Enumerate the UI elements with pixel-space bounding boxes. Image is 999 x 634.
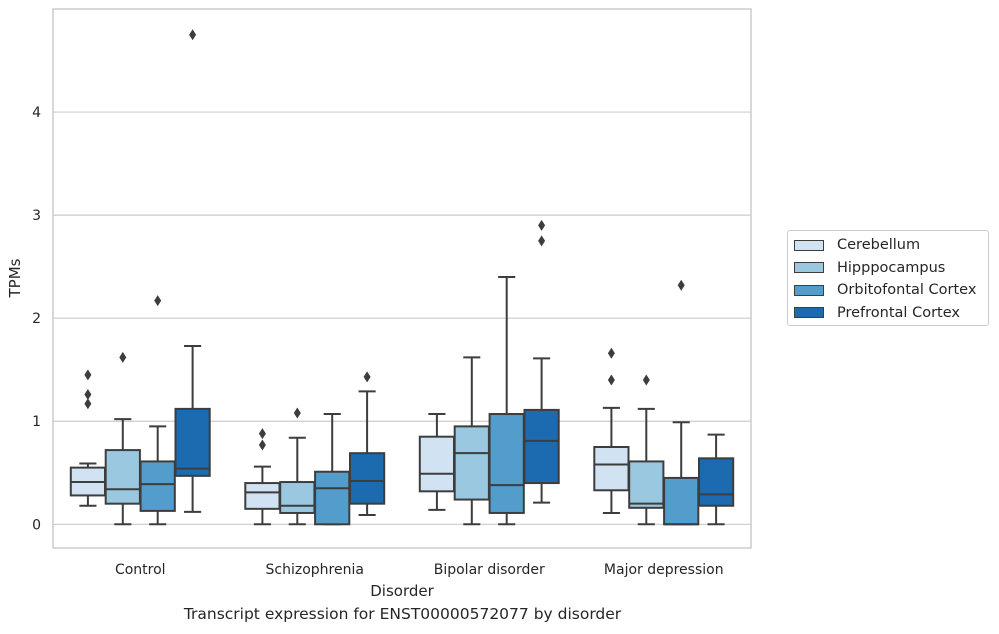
box-1-3 bbox=[348, 371, 386, 517]
legend-label: Prefrontal Cortex bbox=[837, 304, 960, 321]
box-2-3 bbox=[523, 219, 560, 504]
x-tick-label: Control bbox=[115, 562, 166, 578]
legend-swatch bbox=[794, 284, 824, 296]
outlier-point bbox=[293, 407, 301, 419]
plot-frame bbox=[52, 8, 752, 549]
outlier-point bbox=[84, 369, 92, 381]
box-1-2 bbox=[314, 413, 351, 526]
box-1-1 bbox=[279, 407, 316, 526]
box-3-2 bbox=[663, 279, 700, 526]
box-3-3 bbox=[697, 433, 735, 526]
outlier-point bbox=[119, 351, 127, 363]
outlier-point bbox=[258, 439, 266, 451]
box bbox=[628, 460, 665, 509]
box-0-2 bbox=[139, 295, 176, 526]
box-groups bbox=[69, 29, 735, 526]
outlier-point bbox=[607, 347, 615, 359]
x-tick-label: Major depression bbox=[604, 562, 724, 578]
box-1-0 bbox=[244, 428, 281, 526]
outlier-point bbox=[607, 374, 615, 386]
x-tick-label: Schizophrenia bbox=[266, 562, 364, 578]
box bbox=[244, 482, 281, 510]
box bbox=[663, 476, 700, 526]
chart-caption: Transcript expression for ENST0000057207… bbox=[183, 605, 622, 623]
box bbox=[523, 408, 560, 485]
legend-label: Orbitofontal Cortex bbox=[837, 282, 977, 298]
legend-label: Cerebellum bbox=[837, 237, 921, 253]
legend-item: Cerebellum bbox=[794, 235, 920, 255]
grid bbox=[53, 111, 751, 525]
outlier-point bbox=[677, 279, 685, 291]
outlier-point bbox=[154, 295, 162, 307]
box bbox=[314, 470, 351, 526]
x-tick-label: Bipolar disorder bbox=[434, 562, 545, 578]
legend-swatch bbox=[794, 307, 824, 318]
legend: Cerebellum Hipppocampus Orbitofontal Corte… bbox=[787, 230, 989, 326]
box bbox=[453, 425, 490, 501]
box bbox=[174, 407, 211, 477]
box-0-3 bbox=[174, 29, 211, 513]
y-axis-label: TPMs bbox=[6, 258, 24, 298]
box bbox=[348, 452, 386, 505]
outlier-point bbox=[84, 398, 92, 410]
legend-item: Prefrontal Cortex bbox=[794, 303, 960, 323]
box bbox=[697, 457, 735, 507]
legend-swatch bbox=[794, 262, 824, 273]
legend-label: Hipppocampus bbox=[837, 259, 946, 276]
outlier-point bbox=[642, 374, 650, 386]
outlier-point bbox=[189, 29, 197, 41]
outlier-point bbox=[538, 219, 546, 231]
y-tick-label: 2 bbox=[32, 311, 41, 327]
legend-swatch bbox=[794, 239, 824, 251]
legend-item: Hipppocampus bbox=[794, 258, 945, 278]
legend-item: Orbitofontal Cortex bbox=[794, 280, 976, 300]
x-axis-label: Disorder bbox=[370, 582, 434, 600]
outlier-point bbox=[84, 388, 92, 400]
box-0-1 bbox=[104, 351, 141, 526]
x-tick-labels: Control Schizophrenia Bipolar disorder Majo… bbox=[115, 562, 724, 578]
outlier-point bbox=[363, 371, 371, 383]
box bbox=[104, 449, 141, 505]
y-tick-labels: 0 1 2 3 4 bbox=[32, 105, 41, 533]
box bbox=[139, 460, 176, 512]
box bbox=[593, 446, 630, 492]
box bbox=[488, 413, 525, 514]
box bbox=[418, 435, 456, 493]
y-tick-label: 1 bbox=[32, 414, 41, 430]
y-tick-label: 4 bbox=[32, 105, 41, 121]
outlier-point bbox=[258, 428, 266, 440]
box-0-0 bbox=[69, 369, 107, 507]
box-2-0 bbox=[418, 413, 456, 511]
outlier-point bbox=[538, 235, 546, 247]
box bbox=[279, 481, 316, 514]
y-tick-label: 0 bbox=[32, 517, 41, 533]
y-tick-label: 3 bbox=[32, 208, 41, 224]
plot-area bbox=[53, 9, 751, 548]
